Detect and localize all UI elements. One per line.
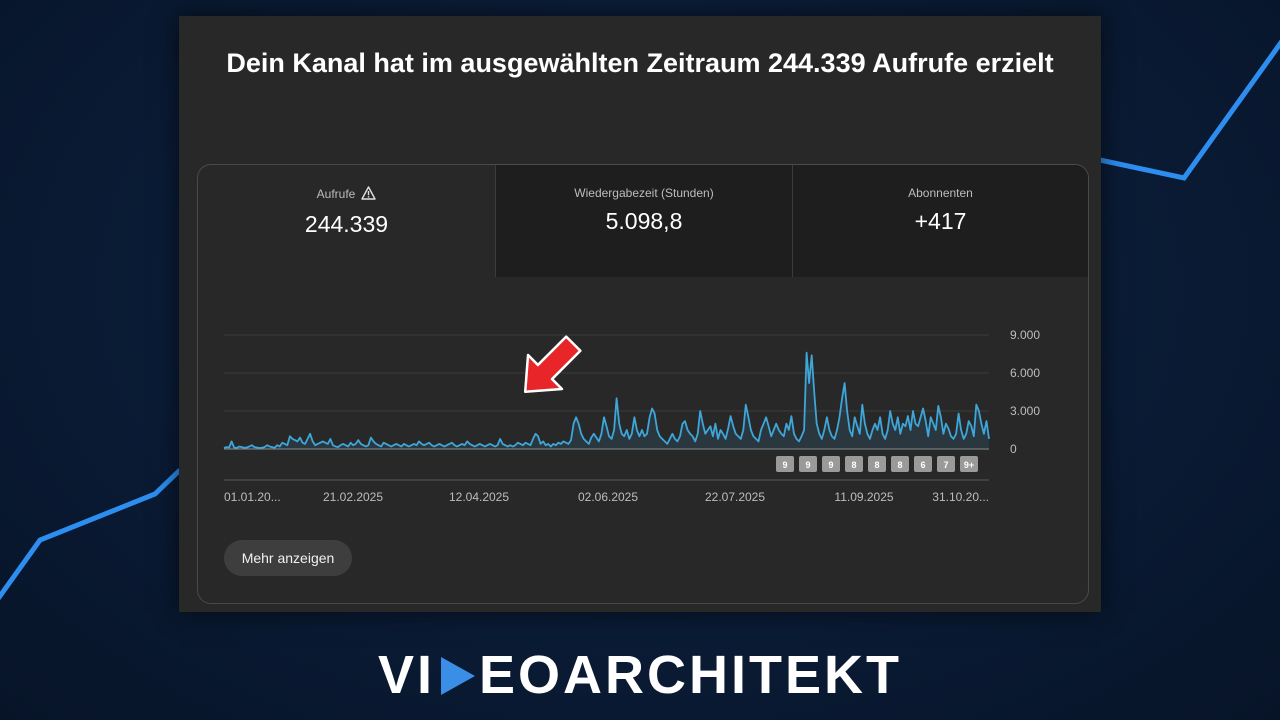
x-tick-label: 21.02.2025 xyxy=(323,490,383,504)
tab-watch-time[interactable]: Wiedergabezeit (Stunden) 5.098,8 xyxy=(495,165,792,277)
y-tick-label: 3.000 xyxy=(1010,404,1040,418)
x-tick-label: 02.06.2025 xyxy=(578,490,638,504)
tab-label: Wiedergabezeit (Stunden) xyxy=(574,186,714,200)
brand-text-left: VI xyxy=(377,645,436,705)
marker-badge-label: 8 xyxy=(874,460,879,470)
marker-badge xyxy=(914,456,932,472)
tab-label: Aufrufe xyxy=(316,187,356,201)
brand-text-right: EOARCHITEKT xyxy=(479,645,903,705)
y-tick-label: 9.000 xyxy=(1010,328,1040,342)
play-icon xyxy=(437,650,477,695)
marker-badge xyxy=(822,456,840,472)
marker-badge-label: 8 xyxy=(897,460,902,470)
tab-views[interactable]: Aufrufe 244.339 xyxy=(198,165,495,277)
marker-badge xyxy=(845,456,863,472)
marker-badge xyxy=(891,456,909,472)
marker-badge-label: 8 xyxy=(851,460,856,470)
tab-value: +417 xyxy=(914,208,967,234)
views-chart: 9.000 6.000 3.000 0 9 9 9 8 8 8 6 7 9+ 01.01.20... 21.… xyxy=(223,328,1040,504)
metric-tabs: Aufrufe 244.339 Wiedergabezeit (Stunden)… xyxy=(198,165,1088,277)
marker-badge-label: 9 xyxy=(805,460,810,470)
x-tick-label: 22.07.2025 xyxy=(705,490,765,504)
marker-badge-label: 9 xyxy=(828,460,833,470)
marker-badge-label: 9 xyxy=(782,460,787,470)
analytics-card: Dein Kanal hat im ausgewählten Zeitraum … xyxy=(179,16,1101,612)
marker-badge-label: 7 xyxy=(943,460,948,470)
tab-value: 5.098,8 xyxy=(605,208,683,234)
marker-badge xyxy=(960,456,978,472)
tab-subscribers[interactable]: Abonnenten +417 xyxy=(792,165,1088,277)
show-more-button[interactable]: Mehr anzeigen xyxy=(224,540,352,576)
x-tick-label: 11.09.2025 xyxy=(834,490,893,504)
red-arrow-shape xyxy=(523,335,582,394)
x-tick-label: 31.10.20... xyxy=(932,490,989,504)
metrics-panel: Aufrufe 244.339 Wiedergabezeit (Stunden)… xyxy=(197,164,1089,604)
marker-badge-label: 9+ xyxy=(964,460,974,470)
page-title: Dein Kanal hat im ausgewählten Zeitraum … xyxy=(226,48,1054,78)
x-tick-label: 01.01.20... xyxy=(224,490,281,504)
tab-views-label-row: Aufrufe xyxy=(198,186,495,203)
y-tick-label: 0 xyxy=(1010,442,1017,456)
series-line xyxy=(223,351,990,449)
brand-logo: VI EOARCHITEKT xyxy=(0,646,1280,704)
y-tick-label: 6.000 xyxy=(1010,366,1040,380)
tab-value: 244.339 xyxy=(304,211,389,237)
marker-badge xyxy=(776,456,794,472)
marker-badge-label: 6 xyxy=(920,460,925,470)
marker-badge xyxy=(799,456,817,472)
tab-label: Abonnenten xyxy=(908,186,973,200)
marker-badge xyxy=(868,456,886,472)
warning-triangle-icon xyxy=(361,186,377,203)
marker-badge xyxy=(937,456,955,472)
red-arrow-icon xyxy=(523,335,582,394)
x-tick-label: 12.04.2025 xyxy=(449,490,509,504)
series-area xyxy=(224,352,989,449)
